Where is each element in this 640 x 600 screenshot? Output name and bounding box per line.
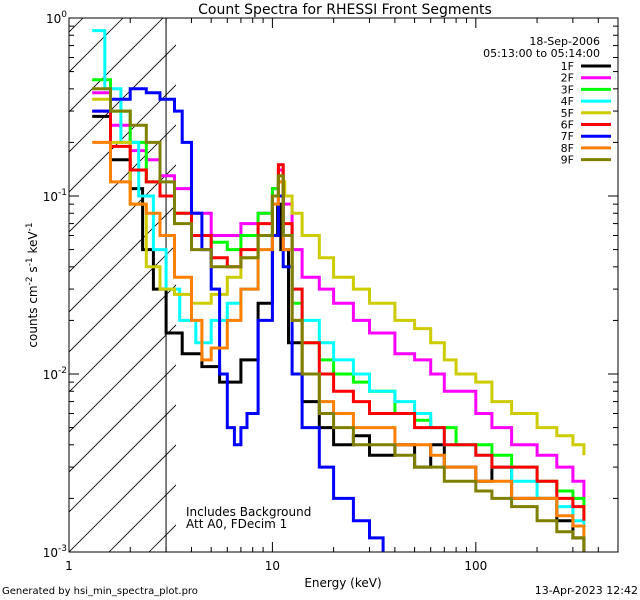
annotation-line-1: Includes Background <box>186 505 311 519</box>
series-line-7F <box>92 87 385 552</box>
chart-title: Count Spectra for RHESSI Front Segments <box>198 2 492 18</box>
y-tick-label-base: 10 <box>43 190 58 204</box>
y-tick-label-exp: -1 <box>58 188 67 198</box>
legend-label-8F: 8F <box>561 142 574 155</box>
y-axis-label-exp-c: -1 <box>25 222 35 231</box>
y-tick-label: 10-2 <box>43 366 67 382</box>
legend-label-1F: 1F <box>561 60 574 73</box>
plot-frame <box>68 17 619 553</box>
hatch-line <box>69 204 176 313</box>
series-line-9F <box>92 87 586 552</box>
x-tick-labels: 1 10 100 <box>65 559 487 573</box>
time-range-label: 05:13:00 to 05:14:00 <box>483 47 600 60</box>
axis-ticks <box>68 17 619 553</box>
y-axis-label-part-b: s <box>26 266 40 276</box>
legend-label-5F: 5F <box>561 107 574 120</box>
hatch-line <box>69 364 176 473</box>
y-axis-label-part-c: keV <box>26 231 40 258</box>
legend-label-3F: 3F <box>561 83 574 96</box>
y-tick-label-base: 10 <box>43 368 58 382</box>
hatch-line <box>69 404 176 513</box>
hatch-line <box>0 0 29 552</box>
y-axis-label-part-a: counts cm <box>26 285 40 347</box>
y-tick-label: 100 <box>46 10 67 26</box>
hatched-region <box>0 0 176 552</box>
annotation-line-2: Att A0, FDecim 1 <box>186 517 287 531</box>
y-tick-label-exp: -2 <box>58 366 67 376</box>
y-axis-label-exp-a: -2 <box>25 276 35 285</box>
hatch-line <box>69 444 176 552</box>
legend-label-4F: 4F <box>561 95 574 108</box>
y-tick-label-base: 10 <box>46 12 61 26</box>
y-tick-label-base: 10 <box>43 546 58 560</box>
y-tick-label: 10-3 <box>43 544 67 560</box>
series-group <box>92 29 586 552</box>
x-axis-label: Energy (keV) <box>304 576 381 590</box>
x-tick-label: 100 <box>464 559 487 573</box>
y-axis-label-exp-b: -1 <box>25 257 35 266</box>
legend-label-6F: 6F <box>561 119 574 132</box>
y-tick-label: 10-1 <box>43 188 67 204</box>
y-tick-label-exp: 0 <box>61 10 67 20</box>
y-tick-label-exp: -3 <box>58 544 67 554</box>
legend-label-9F: 9F <box>561 154 574 167</box>
x-tick-label: 1 <box>65 559 73 573</box>
series-line-5F <box>92 97 586 456</box>
hatch-line <box>69 324 176 433</box>
hatch-line <box>69 84 176 193</box>
y-axis-label: counts cm-2 s-1 keV-1 <box>25 222 40 347</box>
generated-by-label: Generated by hsi_min_spectra_plot.pro <box>2 586 198 597</box>
hatch-line <box>69 44 176 153</box>
legend-label-2F: 2F <box>561 72 574 85</box>
hatch-line <box>69 18 164 113</box>
hatch-line <box>69 244 176 353</box>
hatch-line <box>69 18 84 33</box>
date-label: 18-Sep-2006 <box>529 35 600 48</box>
x-tick-label: 10 <box>265 559 280 573</box>
timestamp-label: 13-Apr-2023 12:42 <box>535 584 638 597</box>
legend-label-7F: 7F <box>561 130 574 143</box>
hatch-line <box>69 18 124 73</box>
